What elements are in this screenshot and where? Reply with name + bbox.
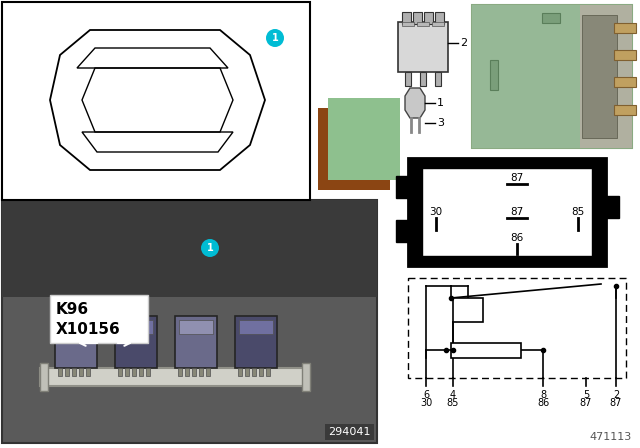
Text: 1: 1 — [207, 243, 213, 253]
Text: 6: 6 — [423, 390, 429, 400]
Bar — [239, 320, 273, 334]
Bar — [252, 368, 256, 376]
Bar — [179, 320, 213, 334]
Text: 87: 87 — [580, 398, 592, 408]
Bar — [58, 368, 62, 376]
Text: 5: 5 — [583, 390, 589, 400]
Bar — [235, 316, 277, 368]
Bar — [432, 22, 444, 26]
Bar — [55, 316, 97, 368]
Bar — [614, 50, 636, 60]
Circle shape — [201, 239, 219, 257]
Text: 1: 1 — [271, 33, 278, 43]
Bar — [408, 158, 606, 266]
Bar — [402, 22, 414, 26]
Bar — [582, 15, 617, 138]
Bar — [119, 320, 153, 334]
Bar — [472, 5, 632, 148]
Bar — [453, 298, 483, 322]
Bar — [396, 220, 409, 242]
Bar — [398, 22, 448, 72]
Bar — [40, 368, 310, 386]
Text: K96: K96 — [56, 302, 89, 318]
Bar — [408, 278, 626, 378]
Text: 2: 2 — [613, 390, 619, 400]
Bar — [413, 12, 422, 24]
Text: 1: 1 — [437, 98, 444, 108]
Text: 87: 87 — [610, 398, 622, 408]
Text: 87: 87 — [510, 207, 524, 217]
Bar — [614, 77, 636, 87]
Text: 85: 85 — [447, 398, 459, 408]
Bar — [86, 368, 90, 376]
Bar — [118, 368, 122, 376]
Bar — [614, 23, 636, 33]
Bar — [422, 168, 592, 256]
Bar — [490, 60, 498, 90]
Bar — [318, 108, 390, 190]
Bar — [245, 368, 249, 376]
Bar — [185, 368, 189, 376]
Text: 30: 30 — [420, 398, 432, 408]
Bar — [266, 368, 270, 376]
Text: 86: 86 — [510, 233, 524, 243]
Bar — [435, 72, 441, 86]
Text: 30: 30 — [429, 207, 443, 217]
Bar — [139, 368, 143, 376]
Bar — [396, 176, 409, 198]
Bar — [115, 316, 157, 368]
Bar — [417, 22, 429, 26]
Circle shape — [266, 29, 284, 47]
Bar — [199, 368, 203, 376]
Bar — [192, 368, 196, 376]
Bar — [40, 363, 48, 391]
Bar — [238, 368, 242, 376]
Bar — [2, 2, 310, 200]
Text: 85: 85 — [572, 207, 584, 217]
Bar — [50, 295, 148, 343]
Bar — [405, 72, 411, 86]
Text: 87: 87 — [510, 173, 524, 183]
Bar — [614, 105, 636, 115]
Bar — [328, 98, 400, 180]
Bar — [79, 368, 83, 376]
Bar — [472, 5, 582, 148]
Bar — [2, 200, 377, 297]
Bar — [420, 72, 426, 86]
Bar — [259, 368, 263, 376]
Bar — [206, 368, 210, 376]
Text: 86: 86 — [537, 398, 549, 408]
Bar — [542, 13, 560, 23]
Bar — [580, 5, 632, 148]
Bar — [451, 343, 521, 358]
Bar — [178, 368, 182, 376]
Text: 2: 2 — [460, 38, 467, 48]
Bar — [175, 316, 217, 368]
Bar — [65, 368, 69, 376]
Text: X10156: X10156 — [56, 323, 121, 337]
Text: 471113: 471113 — [589, 432, 632, 442]
Bar — [302, 363, 310, 391]
Bar — [435, 12, 444, 24]
Text: 4: 4 — [450, 390, 456, 400]
Bar — [132, 368, 136, 376]
Bar — [125, 368, 129, 376]
Text: 8: 8 — [540, 390, 546, 400]
Polygon shape — [405, 88, 425, 118]
Bar — [72, 368, 76, 376]
Bar — [59, 320, 93, 334]
Bar — [402, 12, 411, 24]
Bar — [606, 196, 619, 218]
Bar — [2, 200, 377, 443]
Text: 294041: 294041 — [328, 427, 371, 437]
Text: 3: 3 — [437, 118, 444, 128]
Bar — [146, 368, 150, 376]
Bar — [424, 12, 433, 24]
